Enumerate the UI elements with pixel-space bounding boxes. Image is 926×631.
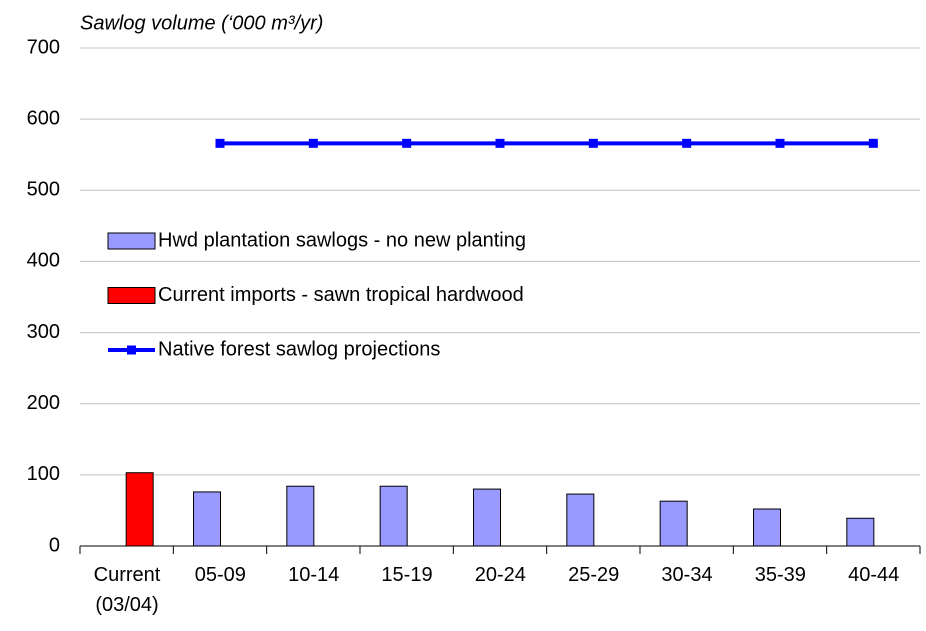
x-tick-label: 40-44 [848, 564, 900, 586]
x-tick-label: Current (03/04) [93, 564, 161, 616]
marker [775, 138, 785, 148]
marker [308, 138, 318, 148]
legend-swatch [107, 287, 156, 304]
x-tick-label: 20-24 [474, 564, 526, 586]
chart-title: Sawlog volume (‘000 m³/yr) [80, 12, 323, 34]
y-tick-label: 600 [27, 107, 60, 129]
legend-marker [127, 345, 136, 355]
legend-label: Native forest sawlog projections [158, 338, 440, 360]
y-tick-label: 100 [27, 463, 60, 485]
bar [473, 488, 501, 547]
bar [286, 485, 315, 547]
marker [402, 138, 412, 148]
y-tick-label: 0 [49, 534, 60, 556]
marker [682, 138, 692, 148]
legend-swatch [107, 232, 156, 250]
marker [868, 138, 878, 148]
x-tick-label: 30-34 [661, 564, 713, 586]
marker [588, 138, 598, 148]
x-tick-label: 35-39 [754, 564, 806, 586]
bar [379, 485, 408, 547]
y-tick-label: 300 [27, 321, 60, 343]
y-tick-label: 700 [27, 36, 60, 58]
y-tick-label: 400 [27, 250, 60, 272]
x-tick-label: 05-09 [194, 564, 246, 586]
x-tick-label: 10-14 [288, 564, 340, 586]
bar [193, 491, 221, 547]
legend-label: Hwd plantation sawlogs - no new planting [158, 229, 526, 251]
y-tick-label: 500 [27, 179, 60, 201]
marker [495, 138, 505, 148]
bar [753, 508, 781, 547]
bar [125, 472, 154, 547]
bar [846, 517, 875, 547]
bar [659, 500, 688, 547]
legend-label: Current imports - sawn tropical hardwood [158, 284, 524, 306]
x-tick-label: 25-29 [568, 564, 620, 586]
marker [215, 138, 225, 148]
y-tick-label: 200 [27, 392, 60, 414]
bar [566, 493, 595, 547]
x-tick-label: 15-19 [381, 564, 433, 586]
